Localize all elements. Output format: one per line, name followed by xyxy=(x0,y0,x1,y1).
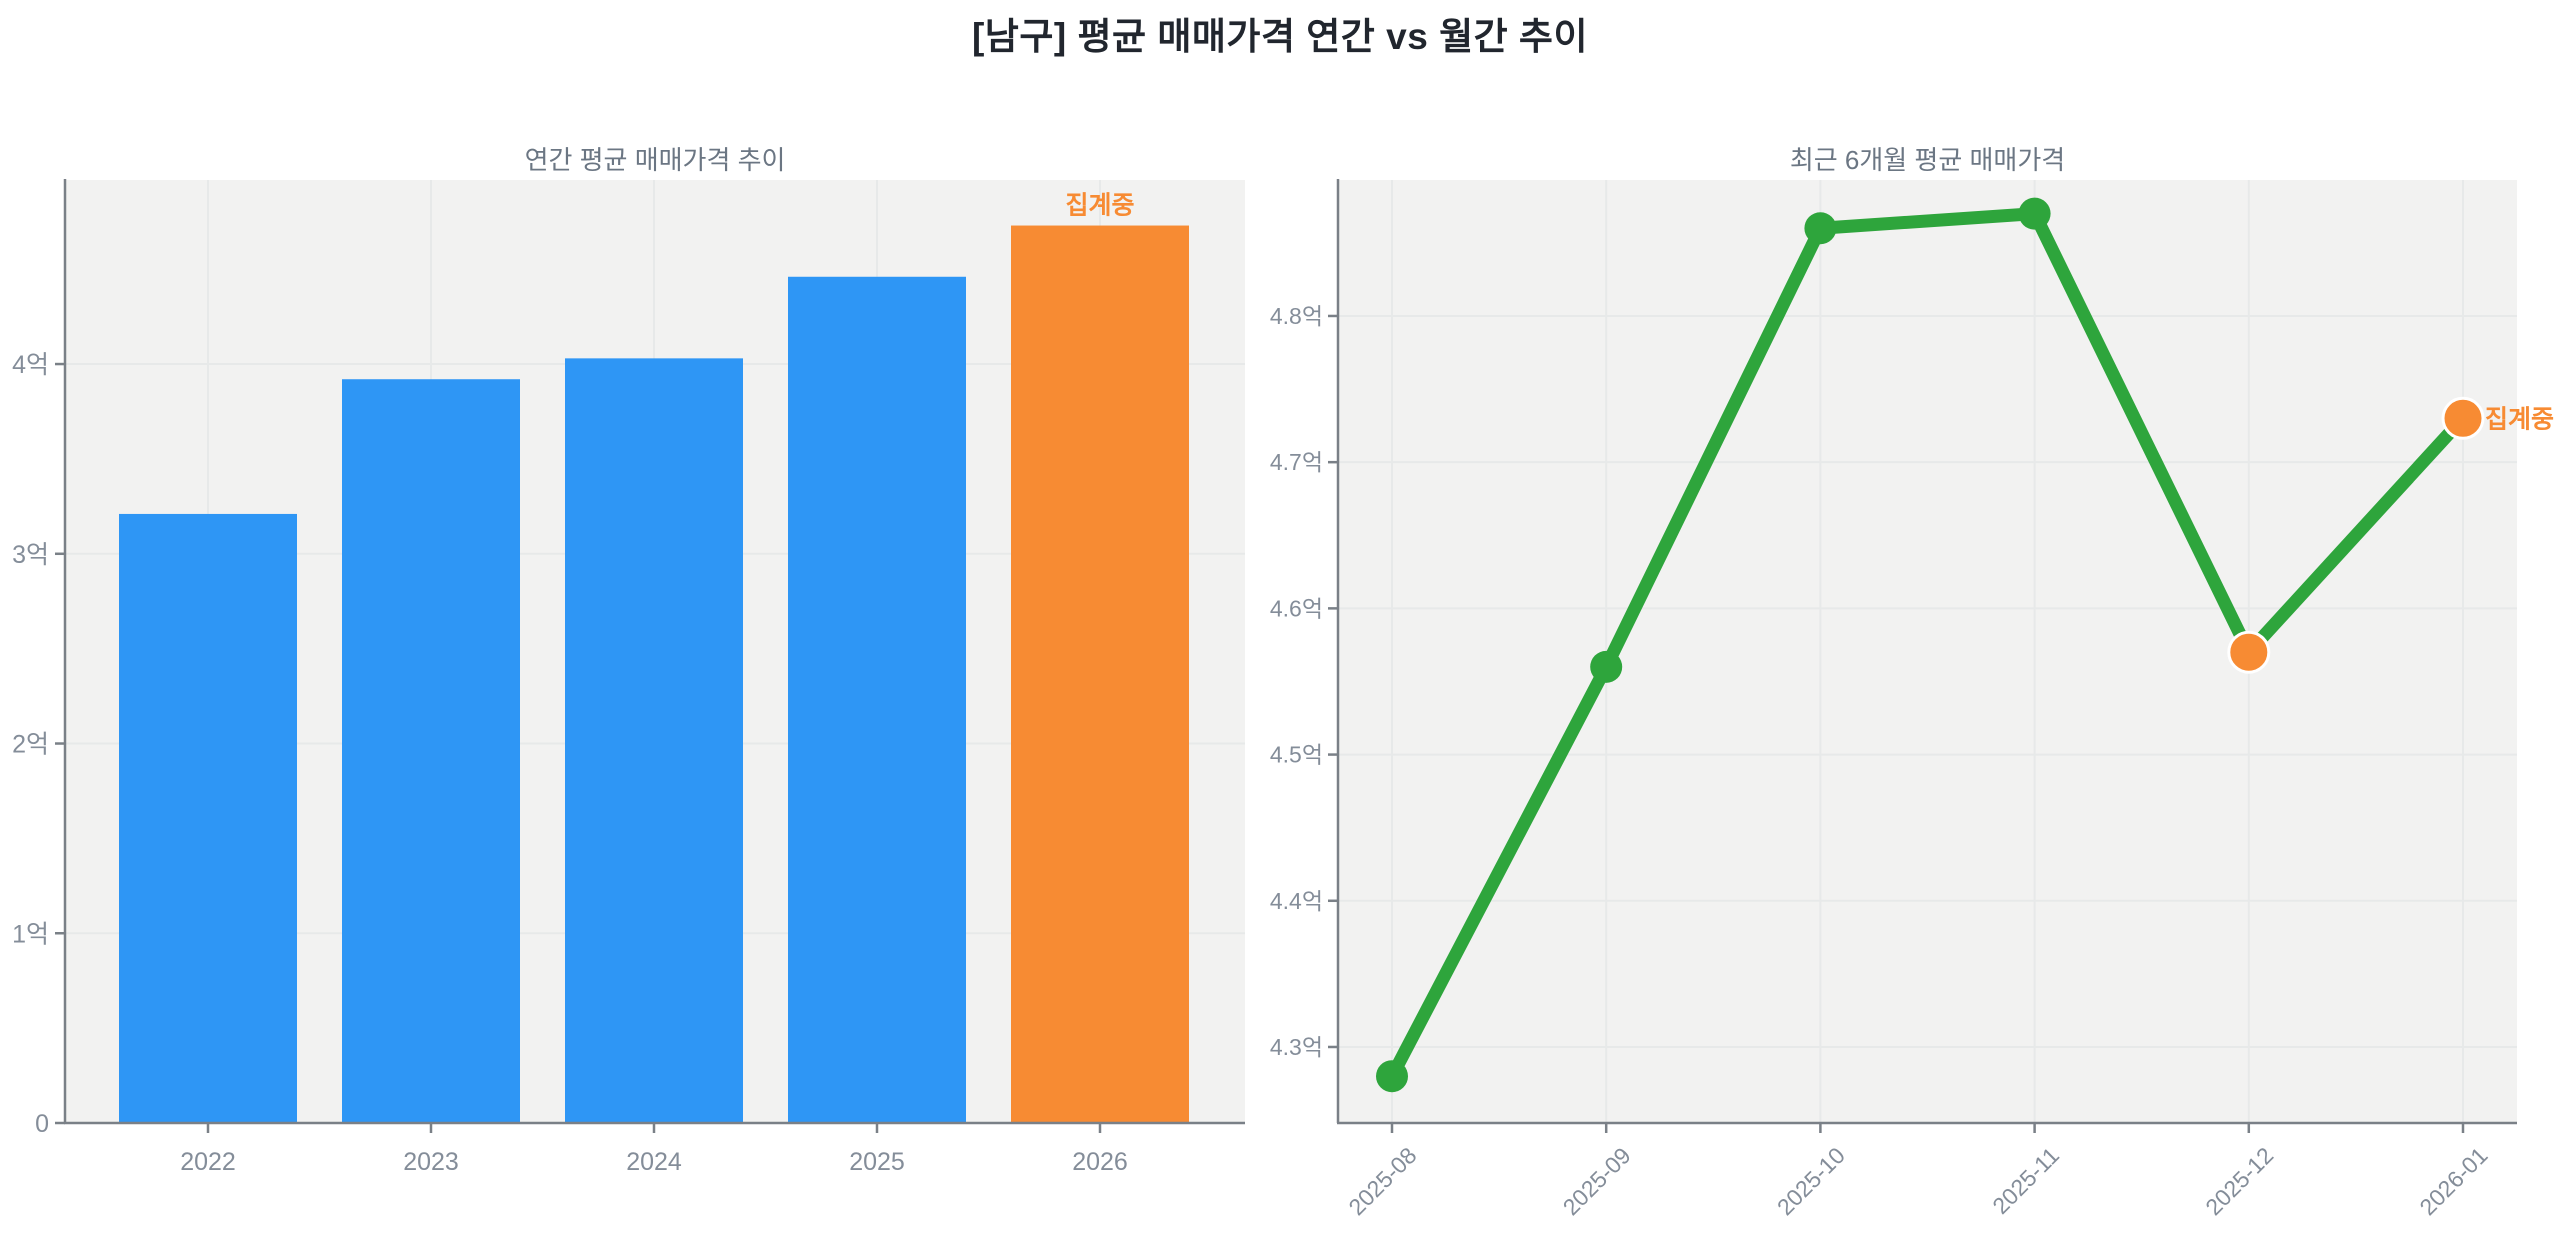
x-tick-label: 2023 xyxy=(403,1148,459,1176)
annual-bar-chart: 0 1억 2억 3억 4억 2022 2023 2024 2025 2026 집계중 xyxy=(12,179,1245,1176)
page-title: [남구] 평균 매매가격 연간 vs 월간 추이 xyxy=(971,16,1589,57)
in-progress-annotation: 집계중 xyxy=(2485,405,2554,433)
price-line xyxy=(1385,207,2470,1083)
y-tick-label: 4억 xyxy=(12,351,49,379)
x-tick-label: 2025 xyxy=(849,1148,905,1176)
x-tick-label: 2022 xyxy=(180,1148,236,1176)
x-tick-label: 2025-11 xyxy=(1987,1142,2064,1219)
y-tick-label: 4.4억 xyxy=(1270,888,1323,914)
in-progress-annotation: 집계중 xyxy=(1065,192,1134,220)
data-point-2026-01 xyxy=(2441,396,2485,440)
y-tick-label: 4.8억 xyxy=(1270,303,1323,329)
x-tick-label: 2025-10 xyxy=(1772,1142,1850,1220)
y-tick-label: 2억 xyxy=(12,731,49,759)
x-tick-label: 2026 xyxy=(1072,1148,1128,1176)
y-tick-label: 4.6억 xyxy=(1270,595,1323,621)
bar-2023 xyxy=(342,379,520,1123)
data-point-2025-08 xyxy=(1376,1060,1408,1093)
bar-2024 xyxy=(565,358,743,1123)
data-point-2025-10 xyxy=(1804,212,1837,245)
bar-2025 xyxy=(788,276,966,1123)
y-tick-label: 4.3억 xyxy=(1270,1034,1323,1060)
x-tick-label: 2025-12 xyxy=(2200,1142,2278,1220)
data-point-2025-11 xyxy=(2018,197,2051,230)
y-tick-label: 3억 xyxy=(12,541,49,569)
data-point-2025-09 xyxy=(1590,650,1623,683)
x-tick-label: 2024 xyxy=(626,1148,682,1176)
data-point-2025-12 xyxy=(2227,630,2271,674)
monthly-line-chart: 4.3억 4.4억 4.5억 4.6억 4.7억 4.8억 2025-08 2025-09 20… xyxy=(1270,179,2554,1220)
plot-area xyxy=(1338,180,2517,1123)
y-tick-label: 4.7억 xyxy=(1270,449,1323,475)
x-tick-label: 2025-08 xyxy=(1343,1142,1421,1220)
bar-2022 xyxy=(119,513,297,1123)
monthly-chart-title: 최근 6개월 평균 매매가격 xyxy=(1789,145,2066,175)
x-tick-label: 2025-09 xyxy=(1558,1142,1636,1220)
x-tick-label: 2026-01 xyxy=(2414,1142,2492,1220)
bar-2026 xyxy=(1011,225,1189,1123)
y-tick-label: 1억 xyxy=(12,920,49,948)
y-tick-label: 0 xyxy=(35,1110,49,1138)
annual-chart-title: 연간 평균 매매가격 추이 xyxy=(524,145,786,175)
y-tick-label: 4.5억 xyxy=(1270,742,1323,768)
